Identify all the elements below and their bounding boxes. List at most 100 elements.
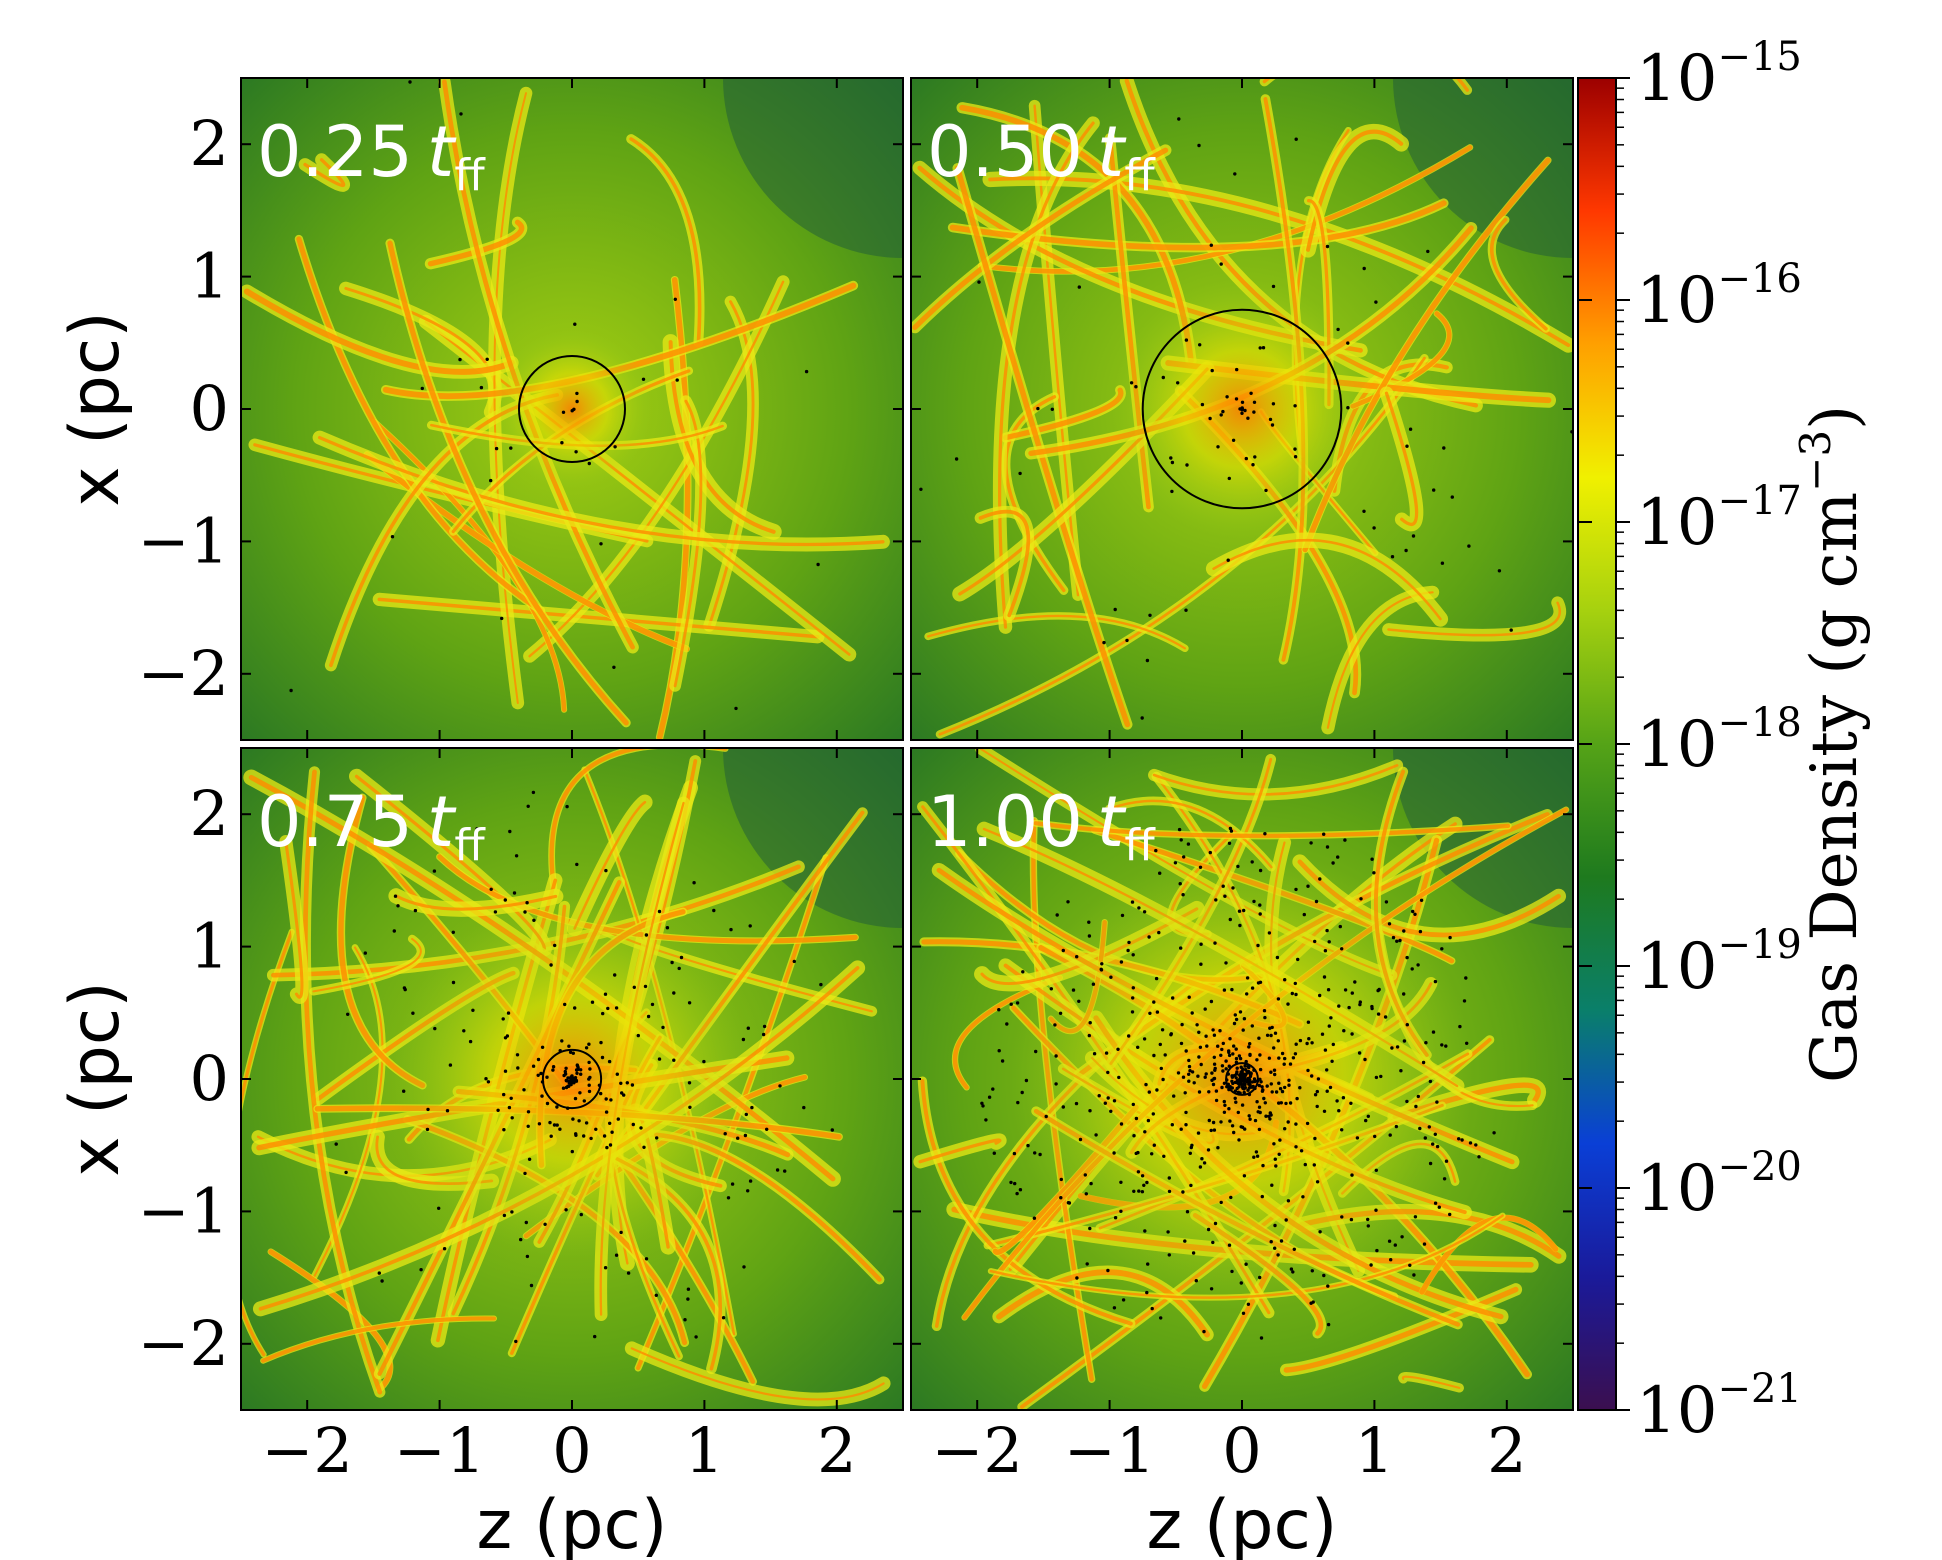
star-particle [437, 1206, 441, 1211]
star-particle [1465, 1041, 1469, 1046]
colorbar-label: Gas Density (g cm−3) [1791, 405, 1872, 1083]
y-tick-label: −1 [138, 1174, 229, 1247]
star-particle [1227, 1107, 1231, 1111]
star-particle [626, 1271, 631, 1275]
x-tick-label: 1 [685, 1414, 724, 1487]
star-particle [1247, 1114, 1251, 1118]
star-particle [1299, 1149, 1304, 1153]
star-particle [1199, 942, 1203, 946]
star-particle [981, 1104, 985, 1108]
star-particle [1231, 886, 1235, 890]
star-particle [1026, 1143, 1030, 1148]
star-particle [564, 1085, 569, 1090]
star-particle [1147, 935, 1151, 939]
star-particle [1034, 1049, 1038, 1054]
star-particle [1350, 991, 1355, 995]
star-particle [762, 1024, 767, 1029]
star-particle [1410, 967, 1414, 971]
star-particle [523, 1171, 527, 1176]
star-particle [451, 980, 456, 985]
star-particle [1269, 1033, 1273, 1038]
colorbar-tick-exp: −16 [1717, 256, 1801, 302]
star-particle [1112, 1099, 1117, 1103]
star-particle [1237, 1138, 1241, 1142]
gas-filament-core [949, 200, 1447, 251]
star-particle [1150, 1306, 1154, 1311]
star-particle [1295, 1096, 1299, 1101]
star-particle [775, 1168, 780, 1172]
star-particle [1094, 1133, 1098, 1137]
star-particle [433, 1026, 437, 1031]
star-particle [1311, 1300, 1315, 1304]
star-particle [609, 1098, 613, 1102]
star-particle [558, 1127, 562, 1131]
star-particle [1313, 1136, 1317, 1141]
x-tick-label: −2 [931, 1414, 1022, 1487]
star-particle [1013, 1181, 1017, 1186]
star-particle [1246, 1069, 1251, 1074]
panel-time-symbol: t [427, 111, 457, 193]
star-particle [750, 1105, 754, 1110]
star-particle [819, 982, 823, 987]
star-particle [746, 1026, 750, 1030]
star-particle [1187, 995, 1191, 999]
panel-time-subscript: ff [1124, 150, 1156, 201]
star-particle [1210, 1071, 1214, 1075]
star-particle [509, 1096, 513, 1101]
star-particle [631, 1122, 635, 1127]
star-particle [1265, 1084, 1269, 1088]
star-particle [1147, 1090, 1152, 1094]
star-particle [1009, 1180, 1013, 1185]
star-particle [1270, 1025, 1274, 1030]
star-particle [1350, 1032, 1354, 1036]
star-particle [1241, 1076, 1246, 1080]
star-particle [1277, 1101, 1281, 1105]
star-particle [514, 854, 519, 858]
star-particle [1213, 1068, 1217, 1072]
x-tick-label: 0 [1222, 1414, 1261, 1487]
x-tick-label: 1 [1355, 1414, 1394, 1487]
star-particle [746, 1189, 750, 1193]
star-particle [644, 1257, 649, 1261]
star-particle [1286, 1199, 1291, 1203]
star-particle [1131, 986, 1136, 990]
star-particle [1077, 285, 1082, 289]
star-particle [1199, 1062, 1203, 1067]
star-particle [1234, 1072, 1239, 1076]
star-particle [1242, 1174, 1247, 1178]
star-particle [1248, 1083, 1252, 1087]
star-particle [1272, 1068, 1277, 1072]
star-particle [1337, 1109, 1341, 1113]
star-particle [1252, 899, 1256, 904]
colorbar-tick-label: 10−19 [1636, 922, 1802, 1004]
star-particle [1283, 1085, 1287, 1090]
star-particle [1143, 1229, 1147, 1233]
star-particle [1130, 900, 1135, 904]
star-particle [1181, 1075, 1186, 1079]
star-particle [1231, 438, 1236, 442]
gas-filament-core [317, 435, 885, 547]
star-particle [1305, 1041, 1309, 1046]
star-particle [1038, 1152, 1042, 1157]
star-particle [1268, 1117, 1272, 1121]
star-particle [1464, 976, 1468, 980]
star-particle [1402, 992, 1406, 996]
gas-filament-core [261, 1316, 497, 1363]
star-particle [741, 1037, 746, 1042]
star-particle [1152, 1000, 1156, 1004]
star-particle [526, 1124, 530, 1129]
star-particle [1169, 1032, 1174, 1036]
star-particle [1197, 1030, 1201, 1035]
gas-filament-core [988, 176, 1571, 347]
star-particle [560, 441, 564, 445]
star-particle [570, 1074, 574, 1078]
star-particle [1373, 1134, 1377, 1139]
star-particle [1405, 444, 1409, 448]
star-particle [1198, 1045, 1203, 1050]
star-particle [1236, 1110, 1241, 1115]
star-particle [1219, 1120, 1223, 1124]
star-particle [575, 399, 579, 404]
star-particle [587, 1089, 592, 1094]
star-particle [1306, 1068, 1310, 1073]
panel-time-label: 0.75 tff [257, 781, 486, 871]
